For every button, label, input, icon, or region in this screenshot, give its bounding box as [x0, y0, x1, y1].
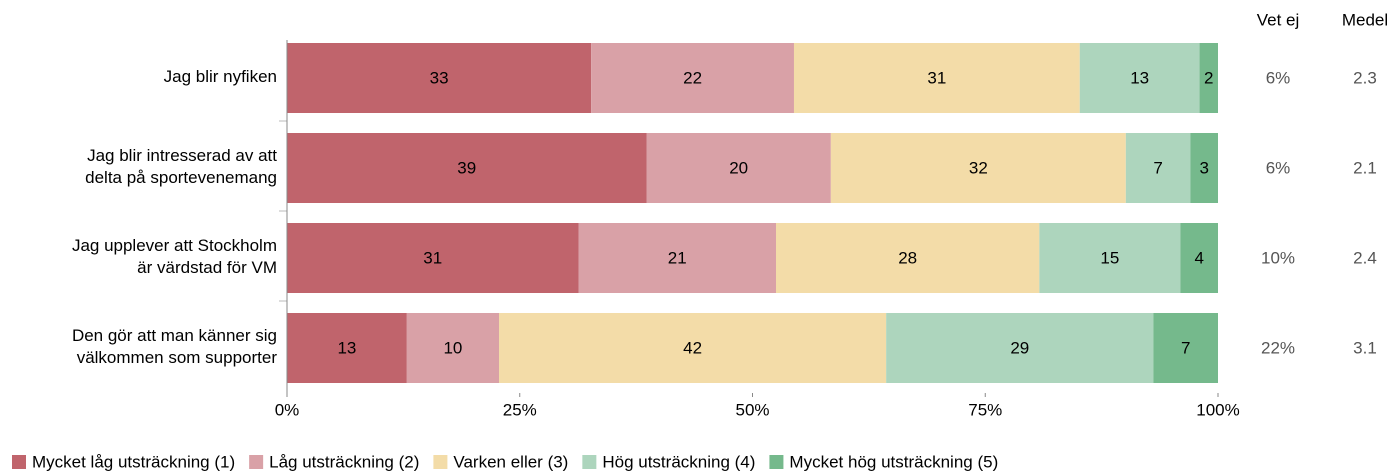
data-label: 33	[430, 68, 449, 87]
bar-segment	[646, 133, 831, 203]
data-label: 31	[423, 248, 442, 267]
data-label: 29	[1010, 338, 1029, 357]
bar-segment	[287, 223, 579, 293]
bar-segment	[1199, 43, 1218, 113]
category-line: Jag blir nyfiken	[164, 67, 277, 86]
legend-swatch	[12, 455, 26, 469]
legend-label: Mycket låg utsträckning (1)	[32, 452, 235, 471]
x-tick-label: 100%	[1196, 400, 1239, 419]
category-line: välkommen som supporter	[77, 348, 278, 367]
data-label: 28	[898, 248, 917, 267]
legend-swatch	[433, 455, 448, 469]
data-label: 3	[1199, 158, 1208, 177]
column-value: 2.3	[1353, 68, 1377, 87]
bar-segment	[287, 313, 407, 383]
column-value: 6%	[1266, 68, 1291, 87]
column-value: 2.1	[1353, 158, 1377, 177]
data-label: 2	[1204, 68, 1213, 87]
data-label: 4	[1194, 248, 1203, 267]
data-label: 13	[1130, 68, 1149, 87]
category-line: är värdstad för VM	[137, 258, 277, 277]
legend-label: Varken eller (3)	[453, 452, 568, 471]
column-value: 10%	[1261, 248, 1295, 267]
category-label: Den gör att man känner sig välkommen som …	[72, 326, 277, 367]
x-tick-label: 50%	[735, 400, 769, 419]
bar-segment	[287, 133, 647, 203]
legend-label: Mycket hög utsträckning (5)	[789, 452, 998, 471]
column-value: 6%	[1266, 158, 1291, 177]
x-tick-label: 0%	[275, 400, 300, 419]
data-label: 21	[668, 248, 687, 267]
category-line: Den gör att man känner sig	[72, 326, 277, 345]
data-label: 32	[969, 158, 988, 177]
bar-segment	[830, 133, 1126, 203]
bar-segment	[287, 43, 592, 113]
column-value: 22%	[1261, 338, 1295, 357]
legend-swatch	[582, 455, 597, 469]
legend-swatch	[249, 455, 264, 469]
bar-segment	[1153, 313, 1218, 383]
data-label: 10	[443, 338, 462, 357]
data-label: 42	[683, 338, 702, 357]
bar-segment	[578, 223, 777, 293]
bar-segment	[1079, 43, 1200, 113]
bar-segment	[1125, 133, 1191, 203]
data-label: 20	[729, 158, 748, 177]
bar-segment	[886, 313, 1154, 383]
x-tick-label: 75%	[968, 400, 1002, 419]
x-tick-label: 25%	[503, 400, 537, 419]
legend-label: Låg utsträckning (2)	[269, 452, 419, 471]
legend-swatch	[769, 455, 784, 469]
column-value: 3.1	[1353, 338, 1377, 357]
bar-segment	[499, 313, 887, 383]
category-line: delta på sportevenemang	[85, 168, 277, 187]
category-line: Jag blir intresserad av att	[87, 146, 277, 165]
category-label: Jag blir intresserad av att delta på spor…	[85, 146, 277, 187]
data-label: 31	[927, 68, 946, 87]
column-value: 2.4	[1353, 248, 1377, 267]
column-header: Vet ej	[1257, 10, 1300, 29]
data-label: 13	[337, 338, 356, 357]
bar-segment	[591, 43, 794, 113]
bar-segment	[793, 43, 1080, 113]
bar-segment	[776, 223, 1040, 293]
bar-segment	[1039, 223, 1181, 293]
legend-label: Hög utsträckning (4)	[602, 452, 755, 471]
category-label: Jag upplever att Stockholm är värdstad fö…	[72, 236, 277, 277]
category-label: Jag blir nyfiken	[164, 67, 277, 86]
data-label: 7	[1181, 338, 1190, 357]
bar-segment	[1190, 133, 1218, 203]
data-label: 22	[683, 68, 702, 87]
data-label: 39	[457, 158, 476, 177]
data-label: 15	[1100, 248, 1119, 267]
column-header: Medel	[1342, 10, 1388, 29]
bar-segment	[1180, 223, 1218, 293]
data-label: 7	[1153, 158, 1162, 177]
bar-segment	[406, 313, 500, 383]
category-line: Jag upplever att Stockholm	[72, 236, 277, 255]
